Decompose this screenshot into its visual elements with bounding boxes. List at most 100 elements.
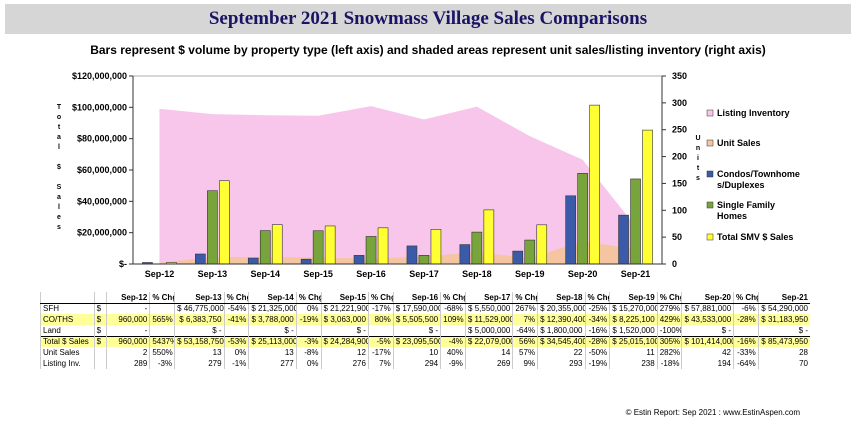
table-cell: $ 25,015,100 (609, 335, 658, 347)
table-cell (733, 325, 759, 336)
x-tick-label: Sep-13 (198, 269, 228, 279)
row-label: Listing Inv. (40, 358, 95, 369)
table-cell: 289 (105, 358, 150, 369)
bar-single-family-homes-sep-18 (471, 231, 483, 265)
table-cell: $ 3,063,000 (320, 314, 369, 325)
table-header-cell: Sep-15 (320, 292, 369, 304)
table-header-cell: Sep-20 (681, 292, 734, 304)
table-cell (149, 325, 175, 336)
combo-chart: $- $20,000,000 $40,000,000 $60,000,000 $80,0… (57, 71, 800, 279)
table-cell: $ 22,079,000 (464, 335, 513, 347)
bar-condos-townhomes-duplexes-sep-20 (565, 195, 576, 265)
table-cell: 282% (656, 347, 682, 358)
table-cell (367, 325, 394, 336)
table-cell: 12 (320, 347, 369, 358)
bar-total-smv-sales-sep-18 (483, 209, 495, 265)
y-tick-label: $100,000,000 (72, 102, 127, 112)
bar-single-family-homes-sep-16 (365, 236, 377, 265)
y-tick-label: $80,000,000 (77, 134, 127, 144)
table-cell: 293 (537, 358, 585, 369)
table-cell (223, 325, 249, 336)
table-cell: $ 23,095,500 (392, 335, 441, 347)
table-header-cell: % Chg (656, 292, 682, 304)
table-cell: 277 (248, 358, 297, 369)
bar-condos-townhomes-duplexes-sep-13 (195, 253, 206, 265)
x-tick-label: Sep-20 (568, 269, 598, 279)
row-label: SFH (40, 303, 95, 314)
table-cell: -16% (584, 325, 610, 336)
table-cell: 0% (295, 358, 321, 369)
y2-tick-label: 300 (672, 98, 687, 108)
bar-single-family-homes-sep-19 (524, 239, 536, 265)
bar-total-smv-sales-sep-16 (377, 227, 389, 265)
bar-total-smv-sales-sep-20 (589, 104, 600, 265)
table-cell: 40% (440, 347, 466, 358)
table-cell: 13 (174, 347, 225, 358)
table-cell: $ - (757, 325, 810, 336)
table-header-cell: % Chg (512, 292, 538, 304)
table-cell: 294 (392, 358, 441, 369)
table-cell: -41% (223, 314, 249, 325)
table-cell (149, 303, 175, 314)
table-cell: $ - (248, 325, 297, 336)
table-cell: $ 54,290,000 (757, 303, 810, 314)
table-cell: $ 53,158,750 (174, 335, 225, 347)
table-cell: 960,000 (105, 314, 150, 325)
table-header-cell: % Chg (367, 292, 394, 304)
table-cell: $ 43,533,000 (681, 314, 734, 325)
bar-condos-townhomes-duplexes-sep-17 (406, 245, 418, 265)
table-cell: $ 11,529,000 (464, 314, 513, 325)
table-cell: $ 17,590,000 (392, 303, 441, 314)
legend-swatch (706, 139, 714, 147)
table-cell: $ 24,284,900 (320, 335, 369, 347)
y2-tick-label: 0 (672, 259, 677, 269)
table-header-cell: Sep-19 (609, 292, 658, 304)
table-cell: $ (93, 303, 107, 314)
x-tick-label: Sep-18 (462, 269, 492, 279)
y-tick-label: $40,000,000 (77, 196, 127, 206)
table-cell: $ 5,550,000 (464, 303, 513, 314)
legend-label: Unit Sales (717, 138, 761, 148)
table-header-cell: % Chg (295, 292, 321, 304)
y-tick-label: $60,000,000 (77, 165, 127, 175)
table-cell: 13 (248, 347, 297, 358)
table-cell: $ - (320, 325, 369, 336)
bar-total-smv-sales-sep-14 (271, 224, 283, 265)
table-cell: -64% (733, 358, 759, 369)
table-cell: $ 101,414,000 (681, 335, 734, 347)
table-header-cell: Sep-13 (174, 292, 225, 304)
table-cell: -17% (367, 303, 394, 314)
bar-condos-townhomes-duplexes-sep-21 (618, 214, 629, 265)
table-header-cell: Sep-14 (248, 292, 297, 304)
x-tick-label: Sep-16 (356, 269, 386, 279)
table-cell: $ 5,505,500 (392, 314, 441, 325)
x-tick-label: Sep-14 (250, 269, 280, 279)
table-header-cell (40, 292, 95, 304)
table-header-cell (93, 292, 107, 304)
table-cell (440, 325, 466, 336)
table-cell: $ 8,225,100 (609, 314, 658, 325)
table-cell: -100% (656, 325, 682, 336)
table-cell: $ 21,221,900 (320, 303, 369, 314)
table-row: Listing Inv. 289 -3% 279 -1% 277 0% 276 7% 294 -9%… (40, 358, 810, 369)
legend-label: s/Duplexes (717, 180, 765, 190)
table-cell: 276 (320, 358, 369, 369)
table-cell: $ 34,545,400 (537, 335, 585, 347)
bar-total-smv-sales-sep-13 (219, 180, 230, 265)
table-cell: $ 20,355,000 (537, 303, 585, 314)
table-cell: $ 1,520,000 (609, 325, 658, 336)
table-cell: 14 (464, 347, 513, 358)
y-tick-label: $- (119, 259, 127, 269)
table-cell: $ 21,325,000 (248, 303, 297, 314)
y-tick-label: $20,000,000 (77, 228, 127, 238)
table-row: CO/THS $960,000 565% $ 6,383,750 -41% $ 3,788… (40, 314, 810, 325)
table-cell: $ (93, 325, 107, 336)
table-cell: -25% (584, 303, 610, 314)
bar-condos-townhomes-duplexes-sep-14 (247, 257, 259, 265)
table-header-cell: Sep-12 (105, 292, 150, 304)
table-cell: -3% (149, 358, 175, 369)
legend-swatch (706, 233, 714, 241)
table-header-cell: Sep-16 (392, 292, 441, 304)
table-cell: -19% (584, 358, 610, 369)
